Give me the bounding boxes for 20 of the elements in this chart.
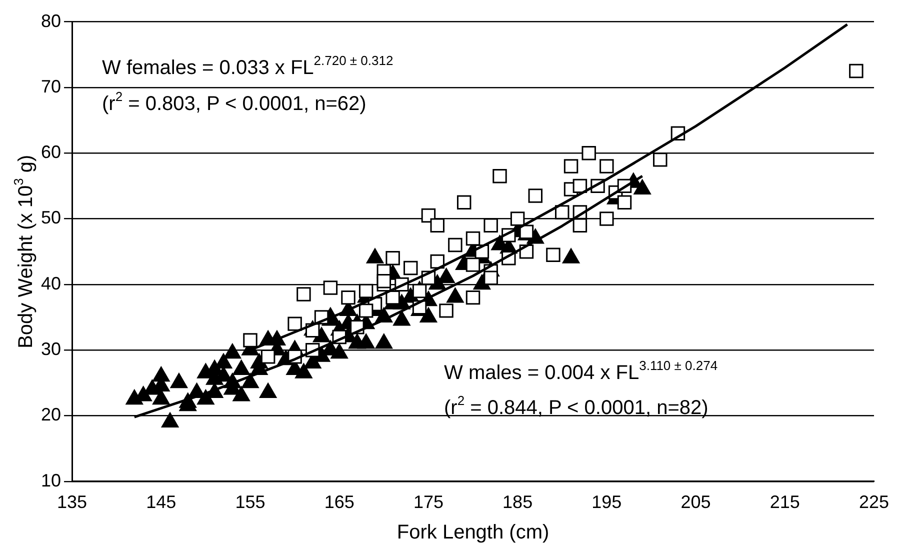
x-tick-label: 185 <box>502 492 533 512</box>
y-tick-label: 80 <box>40 10 62 31</box>
x-tick-label: 175 <box>413 492 444 512</box>
y-tick-label: 70 <box>40 76 62 96</box>
x-axis-title: Fork Length (cm) <box>396 522 550 544</box>
y-tick-label: 40 <box>40 273 62 294</box>
x-tick-label: 165 <box>324 492 354 512</box>
x-tick-label: 135 <box>57 492 88 512</box>
x-tick-label: 155 <box>235 492 266 512</box>
x-tick-label: 215 <box>770 492 800 512</box>
x-tick-label: 205 <box>680 492 711 512</box>
y-tick-label: 50 <box>40 208 62 228</box>
y-tick-label: 10 <box>40 470 62 490</box>
y-tick-label: 20 <box>40 404 62 425</box>
y-tick-label: 30 <box>40 339 62 360</box>
x-tick-label: 225 <box>858 492 890 512</box>
y-axis-title: Body Weight (x 103 g) <box>11 154 37 348</box>
x-tick-label: 145 <box>146 492 176 512</box>
y-tick-label: 60 <box>40 142 62 162</box>
x-tick-label: 195 <box>592 492 622 512</box>
